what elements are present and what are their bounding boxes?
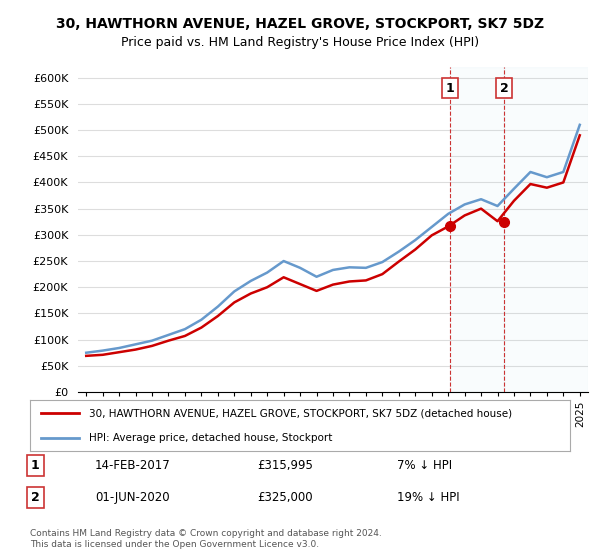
Text: 1: 1	[31, 459, 40, 472]
Text: £315,995: £315,995	[257, 459, 313, 472]
Text: 2: 2	[31, 491, 40, 504]
Text: 2: 2	[500, 82, 508, 95]
Bar	[450, 67, 504, 392]
Text: Price paid vs. HM Land Registry's House Price Index (HPI): Price paid vs. HM Land Registry's House …	[121, 36, 479, 49]
Text: 01-JUN-2020: 01-JUN-2020	[95, 491, 169, 504]
Text: 30, HAWTHORN AVENUE, HAZEL GROVE, STOCKPORT, SK7 5DZ (detached house): 30, HAWTHORN AVENUE, HAZEL GROVE, STOCKP…	[89, 408, 512, 418]
Text: £325,000: £325,000	[257, 491, 313, 504]
Text: 1: 1	[445, 82, 454, 95]
Text: 7% ↓ HPI: 7% ↓ HPI	[397, 459, 452, 472]
Text: 19% ↓ HPI: 19% ↓ HPI	[397, 491, 460, 504]
Bar	[504, 67, 588, 392]
Text: Contains HM Land Registry data © Crown copyright and database right 2024.
This d: Contains HM Land Registry data © Crown c…	[30, 529, 382, 549]
Text: 14-FEB-2017: 14-FEB-2017	[95, 459, 170, 472]
Text: HPI: Average price, detached house, Stockport: HPI: Average price, detached house, Stoc…	[89, 433, 333, 443]
Text: 30, HAWTHORN AVENUE, HAZEL GROVE, STOCKPORT, SK7 5DZ: 30, HAWTHORN AVENUE, HAZEL GROVE, STOCKP…	[56, 17, 544, 31]
